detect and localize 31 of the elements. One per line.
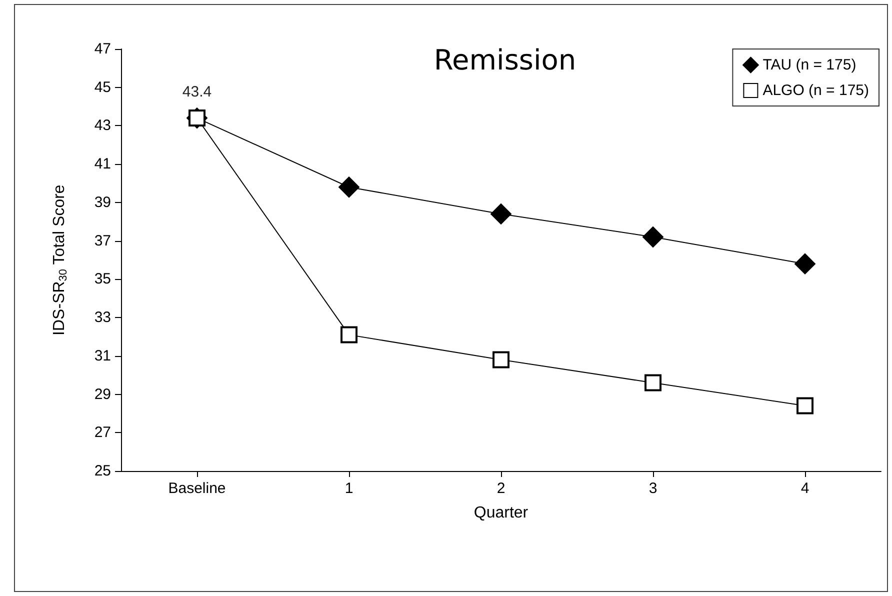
point bbox=[644, 374, 662, 392]
x-tick-label: 3 bbox=[648, 480, 658, 497]
y-tick-label: 39 bbox=[94, 194, 111, 211]
point bbox=[490, 203, 512, 224]
x-tick-label: Baseline bbox=[168, 480, 226, 497]
point bbox=[340, 326, 358, 344]
x-tick-label: 2 bbox=[496, 480, 506, 497]
chart-title: Remission bbox=[434, 44, 576, 76]
y-tick-label: 45 bbox=[94, 78, 111, 96]
y-axis-title: IDS-SR30 Total Score bbox=[51, 184, 70, 336]
y-tick-label: 47 bbox=[94, 40, 111, 58]
y-tick-label: 25 bbox=[94, 462, 111, 480]
y-tick-label: 41 bbox=[94, 156, 111, 173]
point bbox=[492, 351, 510, 368]
x-tick-label: 1 bbox=[344, 480, 354, 497]
y-tick-label: 43 bbox=[94, 117, 111, 134]
point bbox=[338, 176, 360, 198]
legend-label: ALGO (n = 175) bbox=[762, 82, 870, 99]
point bbox=[794, 253, 816, 274]
legend-label: TAU (n = 175) bbox=[762, 56, 856, 74]
y-tick-label: 33 bbox=[94, 309, 111, 326]
point bbox=[796, 397, 814, 414]
y-tick-label: 37 bbox=[94, 232, 111, 250]
x-tick-label: 4 bbox=[800, 480, 810, 497]
y-tick-label: 31 bbox=[94, 347, 111, 364]
y-tick-label: 29 bbox=[94, 386, 111, 403]
point bbox=[642, 226, 664, 248]
y-tick-label: 27 bbox=[94, 424, 111, 442]
y-tick-label: 35 bbox=[94, 270, 111, 288]
x-axis-title: Quarter bbox=[474, 504, 529, 522]
data-label: 43.4 bbox=[182, 84, 212, 101]
